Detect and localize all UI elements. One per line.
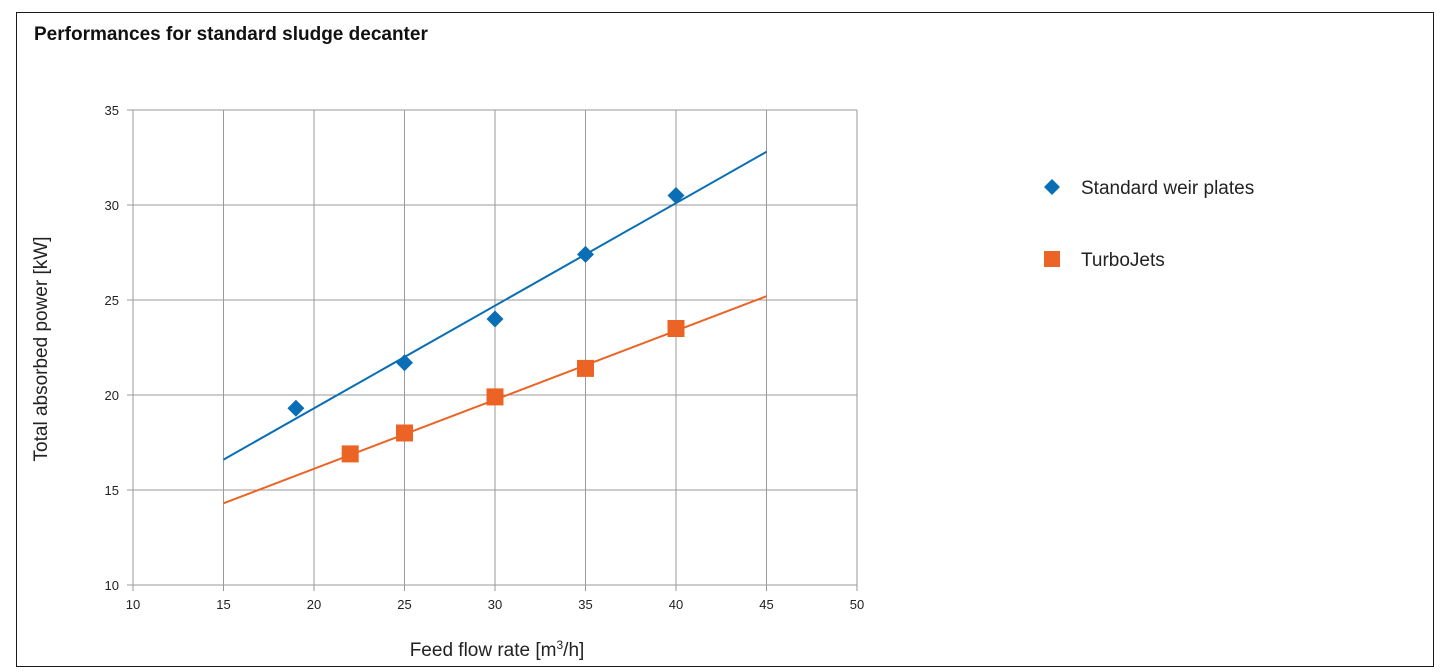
legend-marker-square bbox=[1044, 251, 1060, 267]
square-marker bbox=[667, 320, 685, 337]
legend: Standard weir plates TurboJets bbox=[1044, 178, 1254, 271]
diamond-marker bbox=[396, 354, 413, 372]
x-tick-label: 35 bbox=[578, 597, 592, 612]
legend-marker-diamond bbox=[1044, 179, 1060, 195]
tick-labels: 10 15 20 25 30 35 40 45 50 10 15 20 25 30 35 bbox=[105, 103, 865, 612]
x-tick-label: 30 bbox=[488, 597, 502, 612]
diamond-marker bbox=[486, 310, 504, 328]
x-tick-label: 45 bbox=[759, 597, 773, 612]
y-tick-label: 30 bbox=[105, 198, 119, 213]
x-tick-label: 10 bbox=[126, 597, 140, 612]
square-marker bbox=[486, 388, 504, 406]
x-axis-label: Feed flow rate [m3/h] bbox=[410, 638, 585, 661]
x-tick-label: 50 bbox=[850, 597, 864, 612]
chart-title: Performances for standard sludge decante… bbox=[34, 24, 428, 45]
y-tick-label: 10 bbox=[105, 578, 119, 593]
square-marker bbox=[341, 445, 359, 463]
x-tick-label: 40 bbox=[669, 597, 683, 612]
diamond-marker bbox=[667, 187, 685, 204]
square-marker bbox=[577, 359, 594, 377]
grid-lines bbox=[127, 109, 858, 591]
square-marker bbox=[396, 424, 413, 442]
y-axis-label: Total absorbed power [kW] bbox=[31, 237, 52, 462]
x-tick-label: 25 bbox=[397, 597, 411, 612]
y-tick-label: 20 bbox=[105, 388, 119, 403]
diamond-marker bbox=[287, 399, 305, 417]
legend-label: Standard weir plates bbox=[1081, 178, 1254, 199]
y-tick-label: 15 bbox=[105, 483, 119, 498]
y-tick-label: 35 bbox=[105, 103, 119, 118]
legend-label: TurboJets bbox=[1081, 250, 1165, 271]
diamond-marker bbox=[577, 245, 594, 263]
data-points bbox=[287, 187, 685, 463]
x-tick-label: 20 bbox=[307, 597, 321, 612]
x-tick-label: 15 bbox=[216, 597, 230, 612]
y-tick-label: 25 bbox=[105, 293, 119, 308]
chart-frame bbox=[16, 12, 1434, 667]
